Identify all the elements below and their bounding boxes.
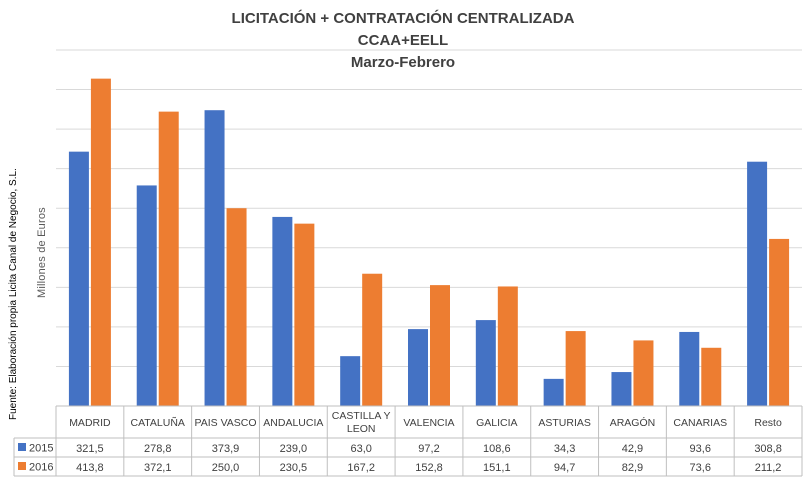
bar-2015-7 [543, 378, 564, 406]
data-value-2015: 93,6 [690, 443, 711, 455]
chart-titles: LICITACIÓN + CONTRATACIÓN CENTRALIZADA C… [0, 8, 806, 74]
data-value-2016: 82,9 [622, 462, 643, 474]
bar-2016-6 [497, 286, 518, 406]
chart-title: LICITACIÓN + CONTRATACIÓN CENTRALIZADA [231, 10, 575, 27]
data-value-2015: 42,9 [622, 443, 643, 455]
category-label: ANDALUCIA [263, 417, 323, 429]
category-label: MADRID [69, 417, 111, 429]
bar-2015-0 [68, 151, 89, 406]
data-value-2016: 152,8 [415, 462, 443, 474]
category-label: ASTURIAS [538, 417, 591, 429]
bar-2016-5 [430, 285, 450, 406]
data-value-2016: 94,7 [554, 462, 575, 474]
data-value-2016: 167,2 [347, 462, 375, 474]
bar-2016-0 [90, 78, 111, 407]
bar-2015-4 [340, 356, 361, 406]
bar-2015-9 [679, 331, 700, 406]
data-value-2016: 73,6 [690, 462, 711, 474]
bar-2015-8 [611, 372, 632, 406]
data-value-2016: 372,1 [144, 462, 172, 474]
bar-2016-9 [701, 347, 722, 406]
bar-2016-10 [769, 238, 790, 406]
legend-key-2016 [18, 462, 26, 470]
category-label: ARAGÓN [610, 416, 656, 429]
bar-2016-4 [362, 273, 383, 406]
chart-subtitle-2: Marzo-Febrero [350, 54, 456, 71]
category-label: Resto [754, 417, 782, 429]
data-value-2016: 151,1 [483, 462, 511, 474]
data-value-2016: 413,8 [76, 462, 104, 474]
legend-key-2015 [18, 443, 26, 451]
bar-2016-8 [633, 340, 654, 406]
bar-2015-6 [475, 320, 496, 406]
data-value-2015: 34,3 [554, 443, 575, 455]
category-label: CANARIAS [673, 417, 727, 429]
category-label: GALICIA [476, 417, 517, 429]
bar-2016-1 [158, 111, 179, 406]
legend-label-2016: 2016 [29, 462, 53, 474]
data-value-2015: 278,8 [144, 443, 172, 455]
bar-2016-3 [294, 223, 315, 406]
data-value-2015: 308,8 [754, 443, 782, 455]
data-value-2016: 230,5 [280, 462, 308, 474]
category-label: CASTILLA Y [332, 410, 391, 422]
data-value-2016: 250,0 [212, 462, 240, 474]
category-label: PAIS VASCO [195, 417, 257, 429]
category-label: LEON [347, 423, 376, 435]
data-value-2015: 373,9 [212, 443, 240, 455]
chart-subtitle-1: CCAA+EELL [357, 32, 449, 49]
legend-label-2015: 2015 [29, 443, 53, 455]
data-value-2015: 63,0 [350, 443, 371, 455]
bar-2015-10 [747, 161, 768, 406]
bar-2016-2 [226, 208, 247, 406]
bar-2016-7 [565, 331, 586, 406]
data-value-2015: 97,2 [418, 443, 439, 455]
data-value-2016: 211,2 [755, 462, 782, 474]
data-value-2015: 239,0 [280, 443, 308, 455]
data-value-2015: 321,5 [76, 443, 104, 455]
bar-2015-2 [204, 110, 225, 406]
bar-2015-3 [272, 216, 293, 406]
category-label: VALENCIA [403, 417, 454, 429]
data-value-2015: 108,6 [483, 443, 511, 455]
category-label: CATALUÑA [130, 416, 184, 429]
bar-2015-1 [136, 185, 157, 406]
bar-2015-5 [408, 329, 428, 406]
